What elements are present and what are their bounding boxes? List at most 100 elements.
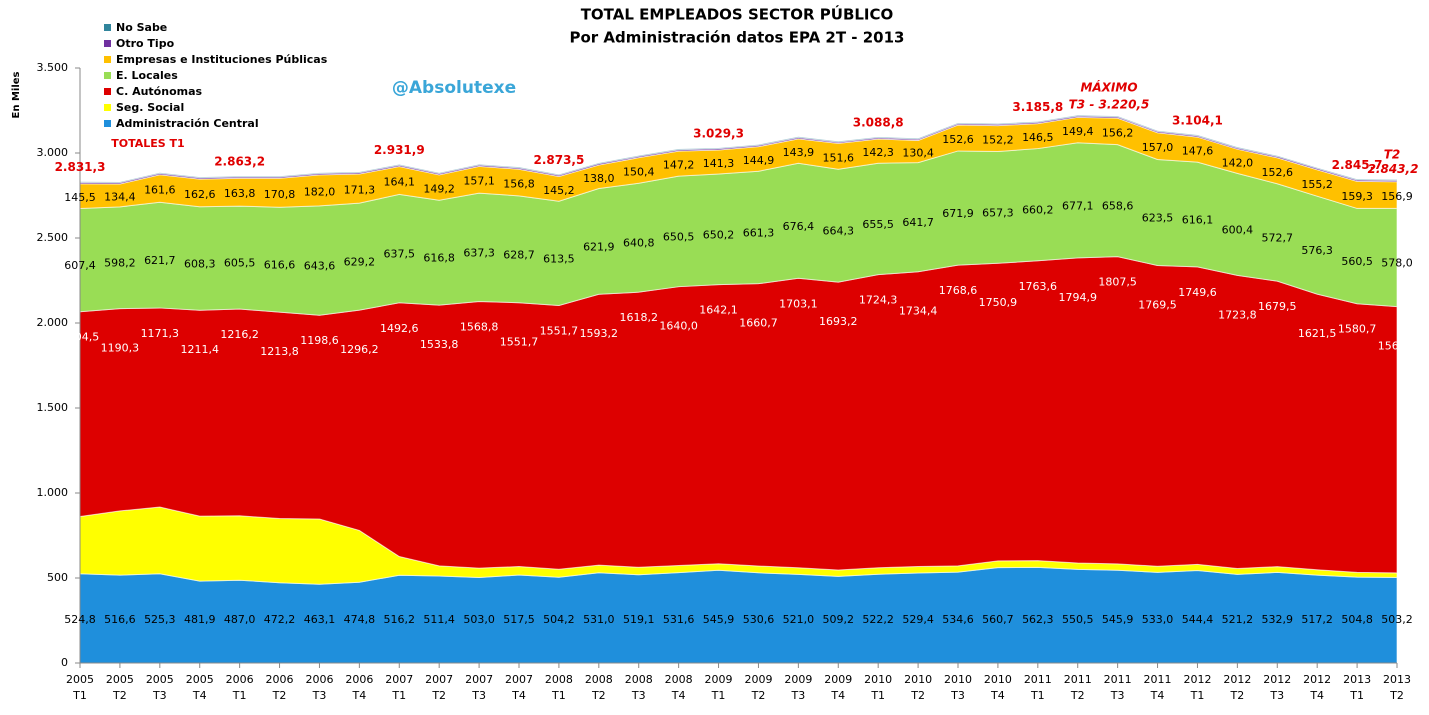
x-tick-label: T3: [312, 689, 327, 702]
x-tick-label: T4: [671, 689, 686, 702]
value-label: 157,1: [463, 175, 495, 188]
x-tick-label: T2: [431, 689, 446, 702]
value-label: 156,8: [503, 178, 535, 191]
value-label: 1750,9: [979, 296, 1018, 309]
value-label: 1660,7: [739, 317, 778, 330]
x-tick-label: T1: [72, 689, 87, 702]
value-label: 623,5: [1142, 211, 1174, 224]
x-tick-label: 2007: [425, 673, 453, 686]
value-label: 628,7: [503, 248, 535, 261]
x-tick-label: 2011: [1064, 673, 1092, 686]
x-tick-label: T1: [711, 689, 726, 702]
value-label: 142,0: [1222, 156, 1254, 169]
x-tick-label: 2011: [1144, 673, 1172, 686]
legend-swatch: [104, 120, 111, 127]
value-label: 164,1: [384, 175, 416, 188]
x-tick-label: T3: [1269, 689, 1284, 702]
value-label: 613,5: [543, 252, 575, 265]
value-label: 152,6: [1262, 166, 1294, 179]
total-label: 2.831,3: [55, 160, 106, 174]
watermark: @Absolutexe: [392, 78, 516, 98]
max-label: T3 - 3.220,5: [1069, 98, 1150, 112]
value-label: 1551,7: [540, 325, 579, 338]
value-label: 576,3: [1301, 244, 1333, 257]
value-label: 152,2: [982, 134, 1014, 147]
value-label: 162,6: [184, 188, 216, 201]
value-label: 1763,6: [1019, 280, 1058, 293]
x-tick-label: T4: [990, 689, 1005, 702]
value-label: 1171,3: [141, 327, 180, 340]
value-label: 1621,5: [1298, 327, 1337, 340]
value-label: 1593,2: [580, 327, 619, 340]
x-tick-label: T1: [232, 689, 247, 702]
x-tick-label: 2008: [545, 673, 573, 686]
value-label: 156,2: [1102, 126, 1134, 139]
value-label: 1642,1: [699, 304, 738, 317]
value-label: 533,0: [1142, 613, 1174, 626]
value-label: 1703,1: [779, 297, 818, 310]
value-label: 560,7: [982, 613, 1014, 626]
value-label: 598,2: [104, 257, 136, 270]
value-label: 516,2: [384, 613, 416, 626]
value-label: 562,3: [1022, 613, 1054, 626]
value-label: 532,9: [1262, 613, 1294, 626]
value-label: 157,0: [1142, 141, 1174, 154]
value-label: 463,1: [304, 613, 336, 626]
value-label: 671,9: [942, 207, 974, 220]
x-tick-label: 2011: [1104, 673, 1132, 686]
total-label: 2.845,7: [1332, 158, 1383, 172]
x-tick-label: T2: [910, 689, 925, 702]
value-label: 147,6: [1182, 145, 1214, 158]
x-tick-label: T1: [551, 689, 566, 702]
x-tick-label: 2006: [226, 673, 254, 686]
totals-title: TOTALES T1: [111, 137, 184, 150]
value-label: 1580,7: [1338, 323, 1377, 336]
x-tick-label: 2007: [505, 673, 533, 686]
x-tick-label: T4: [830, 689, 845, 702]
x-tick-label: T2: [1230, 689, 1245, 702]
value-label: 161,6: [144, 184, 176, 197]
legend-swatch: [104, 56, 111, 63]
y-tick-label: 1.500: [37, 401, 69, 414]
value-label: 171,3: [344, 184, 376, 197]
legend: No Sabe Otro Tipo Empresas e Instituciones…: [104, 21, 328, 130]
value-label: 170,8: [264, 188, 296, 201]
value-label: 1204,5: [61, 331, 100, 344]
value-label: 1211,4: [180, 343, 219, 356]
value-label: 1807,5: [1098, 276, 1137, 289]
value-label: 525,3: [144, 613, 176, 626]
x-tick-label: T4: [1150, 689, 1165, 702]
value-label: 621,7: [144, 254, 176, 267]
x-tick-label: T1: [1030, 689, 1045, 702]
x-tick-label: T1: [1349, 689, 1364, 702]
value-label: 650,2: [703, 228, 735, 241]
value-label: 504,2: [543, 613, 575, 626]
legend-label: E. Locales: [116, 69, 178, 82]
value-label: 474,8: [344, 613, 376, 626]
total-label: 3.185,8: [1012, 100, 1063, 114]
value-label: 1749,6: [1178, 286, 1217, 299]
x-tick-label: 2011: [1024, 673, 1052, 686]
value-label: 1723,8: [1218, 308, 1257, 321]
x-tick-label: 2005: [186, 673, 214, 686]
legend-swatch: [104, 88, 111, 95]
value-label: 572,7: [1262, 231, 1294, 244]
value-label: 134,4: [104, 190, 136, 203]
area: [79, 114, 1398, 184]
value-label: 144,9: [743, 154, 775, 167]
x-tick-label: 2010: [904, 673, 932, 686]
x-tick-label: 2012: [1303, 673, 1331, 686]
x-tick-label: 2009: [744, 673, 772, 686]
value-label: 150,4: [623, 165, 655, 178]
value-label: 534,6: [942, 613, 974, 626]
x-tick-label: T1: [870, 689, 885, 702]
value-label: 521,0: [783, 613, 815, 626]
total-label: 3.088,8: [853, 115, 904, 129]
x-tick-label: T2: [591, 689, 606, 702]
legend-label: Otro Tipo: [116, 37, 175, 50]
value-label: 550,5: [1062, 613, 1094, 626]
x-tick-label: 2008: [665, 673, 693, 686]
value-label: 1190,3: [101, 342, 140, 355]
value-label: 1296,2: [340, 343, 379, 356]
x-tick-label: 2005: [66, 673, 94, 686]
